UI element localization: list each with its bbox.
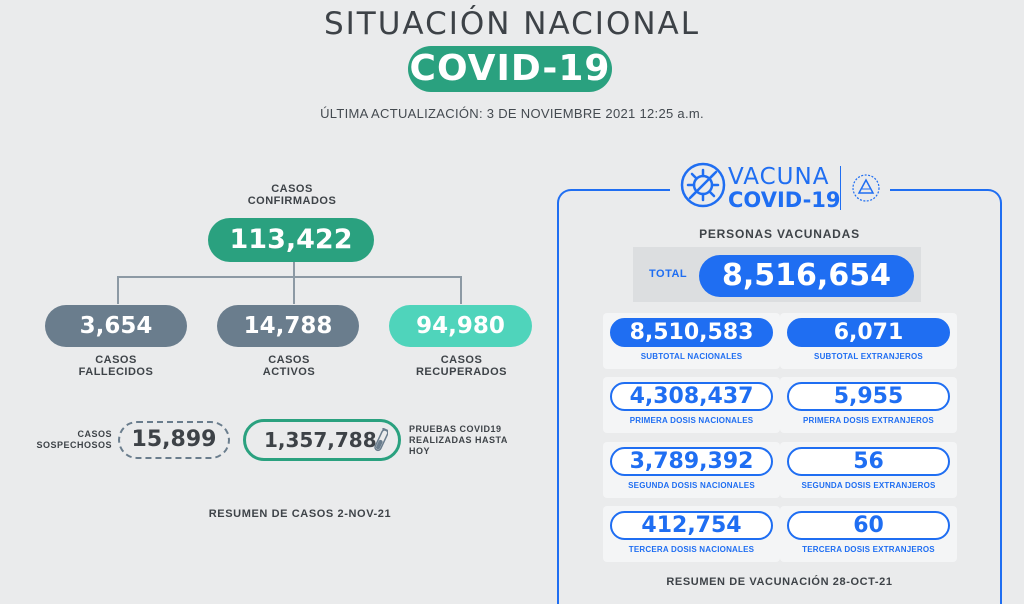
card-caption: TERCERA DOSIS NACIONALES	[628, 545, 755, 554]
tree-connector-left	[117, 276, 119, 304]
vaccine-logo: VACUNA COVID-19	[670, 160, 890, 218]
tests-box: 1,357,788	[243, 419, 401, 461]
card-value: 56	[787, 447, 950, 476]
covid-logo-text: COVID-19	[728, 188, 841, 212]
cases-summary-date: RESUMEN DE CASOS 2-NOV-21	[208, 508, 392, 520]
card-caption: SUBTOTAL EXTRANJEROS	[814, 352, 923, 361]
card-caption: PRIMERA DOSIS EXTRANJEROS	[803, 416, 934, 425]
confirmed-label: CASOS CONFIRMADOS	[228, 183, 356, 207]
vaccine-card-primera-extranjeros: 5,955 PRIMERA DOSIS EXTRANJEROS	[780, 377, 957, 433]
deaths-label: CASOS FALLECIDOS	[66, 354, 166, 378]
vaccine-card-tercera-extranjeros: 60 TERCERA DOSIS EXTRANJEROS	[780, 506, 957, 562]
card-value: 6,071	[787, 318, 950, 347]
confirmed-cases-value: 113,422	[208, 218, 374, 262]
page-title: SITUACIÓN NACIONAL	[323, 6, 701, 42]
tests-value: 1,357,788	[264, 428, 377, 452]
suspected-label: CASOS SOSPECHOSOS	[20, 429, 112, 451]
vaccine-card-subtotal-nacionales: 8,510,583 SUBTOTAL NACIONALES	[603, 313, 780, 369]
recovered-value: 94,980	[389, 305, 532, 347]
vaccine-card-tercera-nacionales: 412,754 TERCERA DOSIS NACIONALES	[603, 506, 780, 562]
card-value: 60	[787, 511, 950, 540]
card-value: 3,789,392	[610, 447, 773, 476]
virus-icon	[680, 162, 726, 208]
total-vaccinated-box: TOTAL 8,516,654	[633, 247, 921, 302]
recovered-label: CASOS RECUPERADOS	[404, 354, 519, 378]
national-seal-icon	[852, 174, 880, 202]
covid-badge: COVID-19	[408, 46, 612, 92]
card-value: 5,955	[787, 382, 950, 411]
card-caption: SEGUNDA DOSIS NACIONALES	[628, 481, 755, 490]
recovered-label-text: CASOS RECUPERADOS	[415, 354, 508, 378]
vaccinated-heading: PERSONAS VACUNADAS	[699, 227, 860, 241]
total-vaccinated-value: 8,516,654	[699, 255, 914, 297]
test-tube-icon	[374, 428, 388, 452]
logo-divider	[840, 166, 841, 210]
last-updated-text: ÚLTIMA ACTUALIZACIÓN: 3 DE NOVIEMBRE 202…	[320, 106, 704, 121]
vaccine-card-subtotal-extranjeros: 6,071 SUBTOTAL EXTRANJEROS	[780, 313, 957, 369]
active-label: CASOS ACTIVOS	[244, 354, 334, 378]
total-label: TOTAL	[649, 268, 688, 280]
vaccine-card-primera-nacionales: 4,308,437 PRIMERA DOSIS NACIONALES	[603, 377, 780, 433]
active-value: 14,788	[217, 305, 359, 347]
suspected-label-text: CASOS SOSPECHOSOS	[36, 429, 112, 450]
tests-label: PRUEBAS COVID19 REALIZADAS HASTA HOY	[409, 424, 519, 457]
card-caption: PRIMERA DOSIS NACIONALES	[629, 416, 754, 425]
card-value: 412,754	[610, 511, 773, 540]
card-value: 4,308,437	[610, 382, 773, 411]
card-value: 8,510,583	[610, 318, 773, 347]
vaccination-summary-date: RESUMEN DE VACUNACIÓN 28-OCT-21	[666, 576, 893, 588]
tests-label-text: PRUEBAS COVID19 REALIZADAS HASTA HOY	[409, 424, 508, 456]
vacuna-logo-text: VACUNA	[728, 164, 830, 190]
tree-connector-right	[460, 276, 462, 304]
card-caption: TERCERA DOSIS EXTRANJEROS	[802, 545, 935, 554]
deaths-value: 3,654	[45, 305, 187, 347]
suspected-value: 15,899	[118, 421, 230, 459]
tree-connector-horizontal	[118, 276, 462, 278]
vaccine-card-segunda-nacionales: 3,789,392 SEGUNDA DOSIS NACIONALES	[603, 442, 780, 498]
card-caption: SUBTOTAL NACIONALES	[640, 352, 743, 361]
deaths-label-text: CASOS FALLECIDOS	[78, 354, 154, 378]
active-label-text: CASOS ACTIVOS	[262, 354, 316, 378]
tree-connector-center	[293, 262, 295, 304]
vaccine-card-segunda-extranjeros: 56 SEGUNDA DOSIS EXTRANJEROS	[780, 442, 957, 498]
card-caption: SEGUNDA DOSIS EXTRANJEROS	[801, 481, 936, 490]
confirmed-label-text: CASOS CONFIRMADOS	[247, 183, 337, 207]
